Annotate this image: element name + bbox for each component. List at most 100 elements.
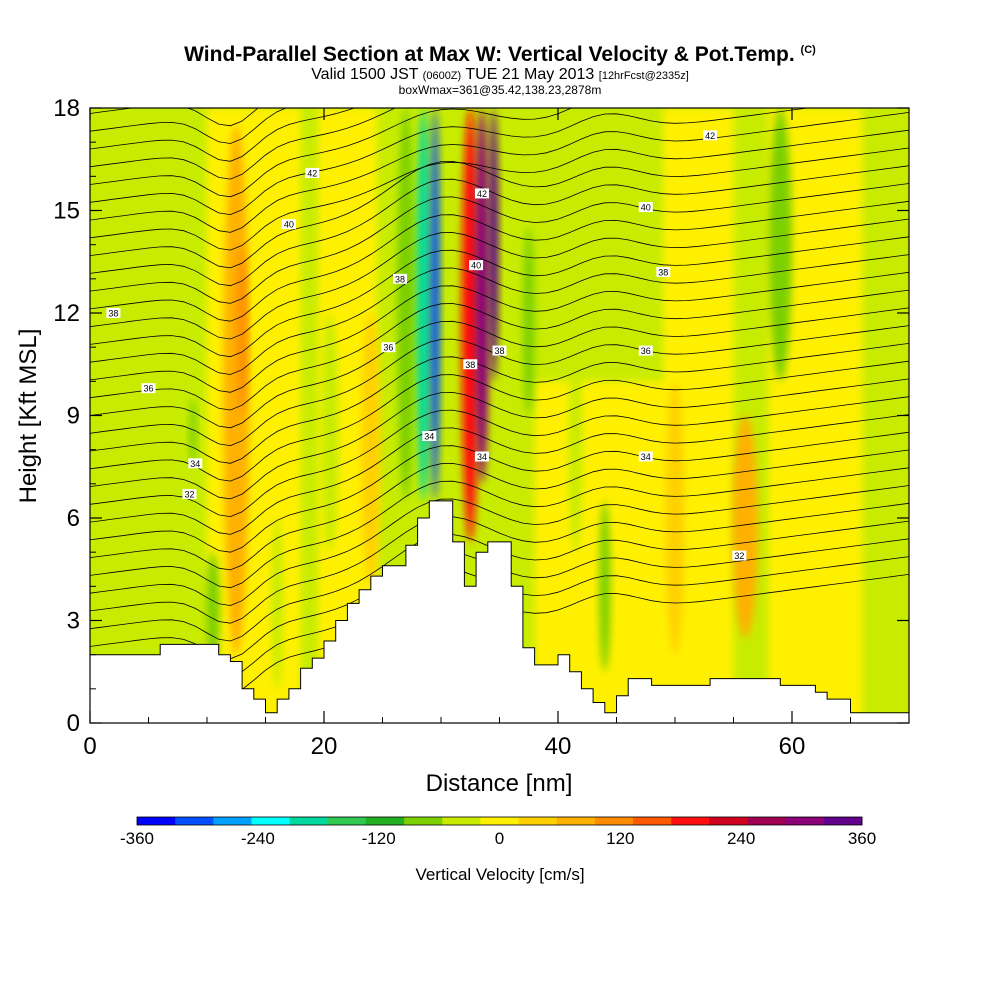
x-tick-label: 40 — [545, 733, 572, 760]
title-mark: (C) — [800, 44, 816, 56]
terrain — [90, 500, 909, 723]
isentrope-line — [90, 431, 909, 553]
isentrope-line — [90, 108, 259, 127]
colorbar-swatch — [823, 817, 863, 825]
colorbar-swatch — [556, 817, 596, 825]
colorbar-tick-label: 360 — [848, 829, 876, 848]
subtitle-date: TUE 21 May 2013 — [465, 66, 595, 83]
isentrope-label: 36 — [638, 345, 653, 356]
x-tick-label: 60 — [779, 733, 806, 760]
velocity-cell — [237, 244, 247, 416]
colorbar-swatch — [747, 817, 787, 825]
velocity-cell — [888, 586, 907, 706]
isentrope-label: 32 — [732, 550, 747, 561]
colorbar-swatch — [137, 817, 176, 825]
isentrope-label-text: 34 — [424, 432, 434, 442]
isentrope-label-text: 40 — [641, 203, 651, 213]
colorbar-swatch — [365, 817, 405, 825]
isentrope-line — [90, 129, 909, 251]
isentrope-label: 36 — [381, 342, 396, 353]
isentrope-line — [90, 200, 909, 322]
isentrope-label-text: 32 — [184, 490, 194, 500]
isentrope-label-text: 36 — [143, 384, 153, 394]
isentrope-line — [90, 254, 909, 375]
isentrope-label-text: 38 — [494, 346, 504, 356]
velocity-cell — [189, 398, 197, 467]
isentrope-label-text: 34 — [641, 452, 651, 462]
isentrope-label: 38 — [463, 359, 478, 370]
colorbar-tick-label: -240 — [241, 829, 275, 848]
isentrope-label: 34 — [422, 431, 437, 442]
velocity-cell — [474, 108, 489, 484]
isentrope-line — [90, 218, 909, 340]
isentrope-label-text: 38 — [108, 309, 118, 319]
chart-title-text: Wind-Parallel Section at Max W: Vertical… — [184, 43, 795, 66]
isentrope-line — [90, 108, 396, 180]
isentrope-label-text: 38 — [465, 360, 475, 370]
isentrope-label: 38 — [106, 308, 121, 319]
velocity-cell — [522, 227, 535, 416]
colorbar-swatch — [175, 817, 214, 825]
colorbar-swatch — [785, 817, 825, 825]
subtitle-forecast: [12hrFcst@2335z] — [598, 70, 689, 82]
colorbar-swatch — [671, 817, 710, 825]
isentrope-line — [90, 236, 909, 358]
colorbar-swatch — [327, 817, 367, 825]
isentrope-line — [90, 307, 909, 429]
colorbar-frame — [136, 816, 863, 826]
y-tick-label: 0 — [67, 710, 80, 737]
plot-area: 42 40 38 36 34 32 38 36 34 42 40 38 38 34 42 40 38 36 34 32 — [90, 108, 909, 723]
isentrope-label-text: 40 — [284, 220, 294, 230]
colorbar-label: Vertical Velocity [cm/s] — [415, 865, 584, 884]
colorbar-swatch — [518, 817, 558, 825]
colorbar-swatch — [213, 817, 252, 825]
isentrope-label: 34 — [188, 458, 203, 469]
subtitle-zulu: (0600Z) — [422, 70, 462, 82]
isentrope-line — [90, 343, 909, 464]
isentrope-label: 38 — [656, 267, 671, 278]
isentrope-line — [90, 112, 909, 233]
isentrope-label-text: 38 — [658, 268, 668, 278]
isentrope-line — [90, 449, 909, 571]
colorbar-tick-label: 120 — [606, 829, 634, 848]
isentrope-label: 42 — [305, 167, 320, 178]
chart-title: Wind-Parallel Section at Max W: Vertical… — [0, 38, 1000, 67]
isentrope-label: 40 — [469, 260, 484, 271]
isentrope-label: 38 — [492, 345, 507, 356]
isentrope-label: 40 — [638, 202, 653, 213]
y-tick-label: 15 — [53, 198, 80, 225]
subtitle-valid: Valid 1500 JST — [311, 66, 419, 83]
isentrope-label: 38 — [393, 273, 408, 284]
isentrope-line — [90, 165, 909, 287]
isentrope-line — [90, 147, 909, 269]
velocity-cell — [568, 347, 583, 553]
colorbar-tick-label: -360 — [120, 829, 154, 848]
colorbar-tick-label: -120 — [362, 829, 396, 848]
y-tick-label: 9 — [67, 403, 80, 430]
velocity-cell — [768, 108, 792, 382]
isentrope-label-text: 42 — [477, 189, 487, 199]
isentrope-line — [90, 467, 909, 589]
isentrope-label-text: 38 — [395, 274, 405, 284]
isentrope-line — [227, 108, 232, 109]
isentrope-label: 42 — [703, 130, 718, 141]
velocity-cell — [430, 108, 440, 501]
isentrope-label-text: 34 — [477, 452, 487, 462]
chart-subtitle-box: boxWmax=361@35.42,138.23,2878m — [398, 83, 602, 97]
isentropes — [90, 108, 909, 695]
isentrope-line — [90, 183, 909, 304]
isentrope-label: 40 — [281, 219, 296, 230]
colorbar-tick-label: 240 — [727, 829, 755, 848]
isentrope-line — [90, 414, 909, 535]
isentrope-line — [90, 271, 909, 393]
isentrope-line — [90, 108, 811, 216]
isentrope-line — [90, 289, 909, 411]
y-tick-label: 3 — [67, 608, 80, 635]
velocity-cell — [732, 415, 759, 638]
isentrope-line — [90, 378, 909, 500]
y-axis-label: Height [Kft MSL] — [15, 329, 42, 504]
velocity-cell — [665, 381, 685, 655]
isentrope-label: 42 — [474, 188, 489, 199]
colorbar-swatch — [404, 817, 443, 825]
